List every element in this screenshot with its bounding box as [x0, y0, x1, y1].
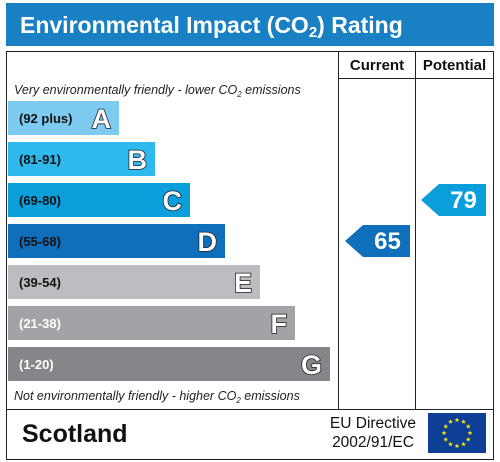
header-divider: [338, 78, 493, 79]
band-range-label: (1-20): [19, 357, 54, 372]
band-d: (55-68) D: [8, 224, 225, 258]
eu-directive: EU Directive 2002/91/EC: [323, 414, 423, 452]
current-rating-arrow-shape: [345, 225, 410, 257]
band-g: (1-20) G: [8, 347, 330, 381]
eu-directive-line2: 2002/91/EC: [332, 434, 414, 451]
eu-flag-star: [448, 419, 453, 424]
band-letter: D: [197, 226, 218, 258]
eu-flag-star: [454, 417, 460, 423]
divider-current-potential: [415, 51, 416, 409]
caption-top: Very environmentally friendly - lower CO…: [14, 83, 301, 99]
rating-frame: [6, 51, 494, 460]
band-letter: F: [270, 308, 288, 340]
footer-divider: [6, 409, 494, 410]
band-letter: E: [233, 267, 253, 299]
band-letter: C: [162, 185, 183, 217]
band-range-label: (69-80): [19, 193, 61, 208]
eu-flag-star: [454, 443, 460, 449]
band-range-label: (81-91): [19, 152, 61, 167]
band-letter: A: [91, 103, 112, 135]
band-letter: B: [127, 144, 148, 176]
band-e: (39-54) E: [8, 265, 260, 299]
region-label: Scotland: [22, 420, 128, 448]
band-range-label: (21-38): [19, 316, 61, 331]
eu-flag-star: [467, 430, 473, 436]
potential-rating-arrow-value: 79: [450, 187, 477, 214]
column-header-potential: Potential: [422, 57, 487, 74]
potential-rating-arrow: 79: [421, 184, 486, 216]
eu-flag-star: [465, 423, 471, 429]
column-header-current: Current: [349, 57, 405, 74]
current-rating-arrow-value: 65: [374, 228, 401, 255]
band-range-label: (55-68): [19, 234, 61, 249]
band-range-label: (92 plus): [19, 111, 73, 126]
band-f: (21-38) F: [8, 306, 295, 340]
band-a: (92 plus) A: [8, 101, 119, 135]
eu-flag-icon: [428, 413, 486, 453]
potential-rating-arrow-shape: [421, 184, 486, 216]
band-b: (81-91) B: [8, 142, 155, 176]
caption-bottom: Not environmentally friendly - higher CO…: [14, 389, 300, 405]
eu-directive-line1: EU Directive: [329, 415, 417, 432]
band-c: (69-80) C: [8, 183, 190, 217]
eu-flag-star: [443, 436, 449, 442]
band-letter: G: [300, 349, 323, 381]
eu-flag-star: [441, 430, 447, 436]
divider-bands-current: [338, 51, 339, 409]
chart-title: Environmental Impact (CO2) Rating: [20, 12, 403, 41]
eu-flag-star: [465, 436, 471, 442]
eu-flag-star: [461, 419, 466, 424]
eu-flag-star: [448, 441, 453, 447]
eu-flag-star: [461, 441, 466, 447]
eu-flag-star: [443, 423, 449, 429]
band-range-label: (39-54): [19, 275, 61, 290]
current-rating-arrow: 65: [345, 225, 410, 257]
title-bar: Environmental Impact (CO2) Rating: [6, 3, 494, 46]
